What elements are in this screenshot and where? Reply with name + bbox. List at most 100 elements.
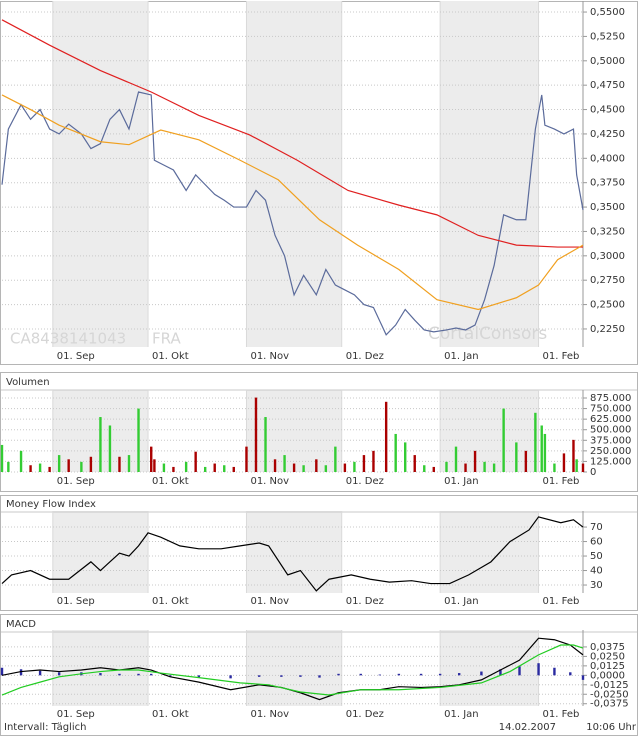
y-tick-label: 0	[590, 467, 596, 478]
y-tick-label: 0,4000	[590, 153, 625, 164]
bar	[569, 672, 572, 676]
month-band	[52, 1, 149, 347]
bar	[359, 673, 362, 676]
bar	[543, 433, 547, 472]
x-tick-label: 01. Nov	[250, 351, 289, 362]
bar	[438, 673, 442, 676]
bar	[184, 461, 188, 472]
bar	[378, 674, 382, 676]
y-tick-label: 0,3500	[590, 202, 625, 213]
bar	[581, 675, 585, 680]
bar	[162, 463, 166, 472]
bar	[80, 461, 83, 472]
x-tick-label: 01. Dez	[346, 596, 384, 607]
y-tick-label: 0,5250	[590, 31, 625, 42]
x-tick-label: 01. Sep	[57, 351, 95, 362]
month-band	[246, 630, 342, 706]
bar	[362, 455, 366, 472]
series-line	[1, 644, 584, 696]
bar	[229, 675, 232, 679]
panel-title: MACD	[6, 619, 36, 630]
bar	[118, 673, 121, 676]
bar	[562, 453, 566, 472]
bar	[48, 466, 51, 472]
y-tick-label: 0,0375	[590, 642, 625, 653]
bar	[280, 675, 283, 677]
x-tick-label: 01. Sep	[57, 596, 95, 607]
month-band	[440, 630, 539, 706]
y-tick-label: 60	[590, 537, 603, 548]
y-tick-label: 0,0000	[590, 670, 625, 681]
time-label: 10:06 Uhr	[586, 722, 637, 733]
bar	[245, 446, 248, 472]
bar	[518, 666, 521, 676]
month-band	[246, 511, 342, 593]
y-tick-label: 0,2250	[590, 324, 625, 335]
bar	[499, 669, 502, 676]
bar	[457, 673, 461, 676]
bar	[38, 463, 42, 472]
series-line	[1, 94, 584, 311]
y-tick-label: 625.000	[590, 414, 631, 425]
bar	[292, 463, 296, 472]
x-tick-label: 01. Okt	[152, 709, 189, 720]
series-line	[1, 516, 584, 592]
bar	[572, 439, 575, 472]
bar	[502, 408, 505, 472]
bar	[445, 461, 448, 472]
x-tick-label: 01. Dez	[346, 476, 384, 487]
bar	[57, 455, 61, 472]
y-tick-label: 0,2500	[590, 300, 625, 311]
y-tick-label: 50	[590, 551, 603, 562]
bar	[169, 675, 172, 677]
bar	[575, 459, 578, 472]
y-tick-label: 750.000	[590, 404, 631, 415]
bar	[203, 466, 207, 472]
bar	[29, 465, 32, 472]
x-tick-label: 01. Sep	[57, 709, 95, 720]
x-tick-label: 01. Nov	[250, 476, 289, 487]
bar	[384, 401, 388, 472]
panel-title: Money Flow Index	[6, 499, 96, 510]
bar	[127, 455, 131, 472]
bar	[194, 451, 197, 472]
bar	[0, 444, 4, 472]
bar	[419, 673, 423, 676]
bar	[397, 673, 401, 676]
interval-label: Intervall: Täglich	[4, 722, 86, 733]
y-tick-label: -0,0125	[590, 680, 629, 691]
watermark-brand: CortalConsors	[428, 324, 547, 344]
bar	[223, 465, 226, 472]
bar	[150, 673, 153, 676]
bar	[372, 450, 375, 472]
bar	[315, 459, 318, 472]
watermark-isin: CA8438141043	[10, 330, 126, 348]
bar	[254, 397, 258, 472]
month-band	[246, 390, 342, 472]
series-line	[1, 19, 583, 248]
y-tick-label: 0,2750	[590, 275, 625, 286]
bar	[172, 466, 175, 472]
bar	[118, 456, 121, 472]
bar	[257, 675, 261, 677]
bar	[394, 433, 397, 472]
bar	[553, 667, 556, 676]
bar	[137, 408, 140, 472]
bar	[404, 442, 407, 472]
x-tick-label: 01. Feb	[543, 351, 580, 362]
bar	[537, 663, 540, 676]
bar	[137, 673, 140, 676]
x-tick-label: 01. Sep	[57, 476, 95, 487]
panel-title: Volumen	[6, 377, 50, 388]
bar	[432, 466, 435, 472]
bar	[480, 671, 483, 676]
month-band	[440, 1, 539, 347]
bar	[67, 459, 70, 472]
bar	[273, 459, 277, 472]
bar	[99, 417, 102, 472]
bar	[19, 450, 23, 472]
y-tick-label: 70	[590, 522, 603, 533]
bar	[483, 461, 486, 472]
